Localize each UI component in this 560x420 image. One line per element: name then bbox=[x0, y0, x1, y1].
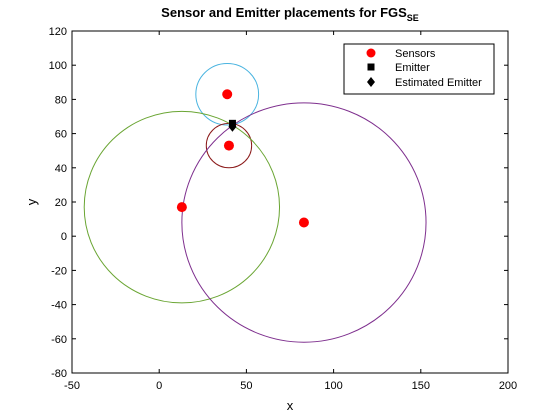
y-axis-ticks: -80 -60 -40 -20 0 20 40 60 80 100 120 bbox=[49, 26, 508, 380]
legend-marker-emitter bbox=[367, 63, 375, 71]
chart-title-subscript: SE bbox=[407, 13, 419, 23]
y-tick-label: 80 bbox=[55, 94, 67, 106]
legend-label-emitter: Emitter bbox=[395, 62, 430, 74]
chart-title-main: Sensor and Emitter placements for FGS bbox=[161, 5, 407, 20]
range-circle bbox=[83, 110, 281, 304]
y-tick-label: -40 bbox=[51, 300, 67, 312]
y-tick-label: -60 bbox=[51, 334, 67, 346]
estimated-emitter-point bbox=[228, 121, 237, 132]
legend-marker-estimated-emitter bbox=[367, 77, 375, 87]
range-circle bbox=[181, 102, 427, 343]
x-axis-label: x bbox=[287, 398, 294, 413]
y-tick-label: -20 bbox=[51, 265, 67, 277]
y-tick-label: 120 bbox=[49, 26, 67, 38]
x-tick-label: 0 bbox=[156, 380, 162, 392]
x-tick-label: -50 bbox=[64, 380, 80, 392]
y-tick-label: -80 bbox=[51, 368, 67, 380]
x-tick-label: 100 bbox=[324, 380, 342, 392]
y-tick-label: 60 bbox=[55, 129, 67, 141]
sensor-point bbox=[176, 202, 187, 213]
y-axis-label: y bbox=[24, 198, 39, 205]
sensor-point bbox=[222, 89, 233, 100]
range-circle bbox=[195, 62, 260, 126]
data-markers bbox=[176, 89, 309, 228]
sensor-point bbox=[223, 140, 234, 151]
sensor-point bbox=[298, 217, 309, 228]
chart-title: Sensor and Emitter placements for FGSSE bbox=[161, 5, 419, 23]
x-axis-ticks: -50 0 50 100 150 200 bbox=[64, 31, 517, 392]
x-tick-label: 150 bbox=[412, 380, 430, 392]
range-circles bbox=[83, 62, 427, 343]
legend-label-sensors: Sensors bbox=[395, 48, 436, 60]
x-tick-label: 50 bbox=[240, 380, 252, 392]
y-tick-label: 0 bbox=[61, 231, 67, 243]
y-tick-label: 40 bbox=[55, 163, 67, 175]
x-tick-label: 200 bbox=[499, 380, 517, 392]
y-tick-label: 20 bbox=[55, 197, 67, 209]
legend-marker-sensors bbox=[366, 48, 376, 58]
legend-label-estimated-emitter: Estimated Emitter bbox=[395, 77, 482, 89]
y-tick-label: 100 bbox=[49, 60, 67, 72]
legend: Sensors Emitter Estimated Emitter bbox=[343, 43, 495, 95]
